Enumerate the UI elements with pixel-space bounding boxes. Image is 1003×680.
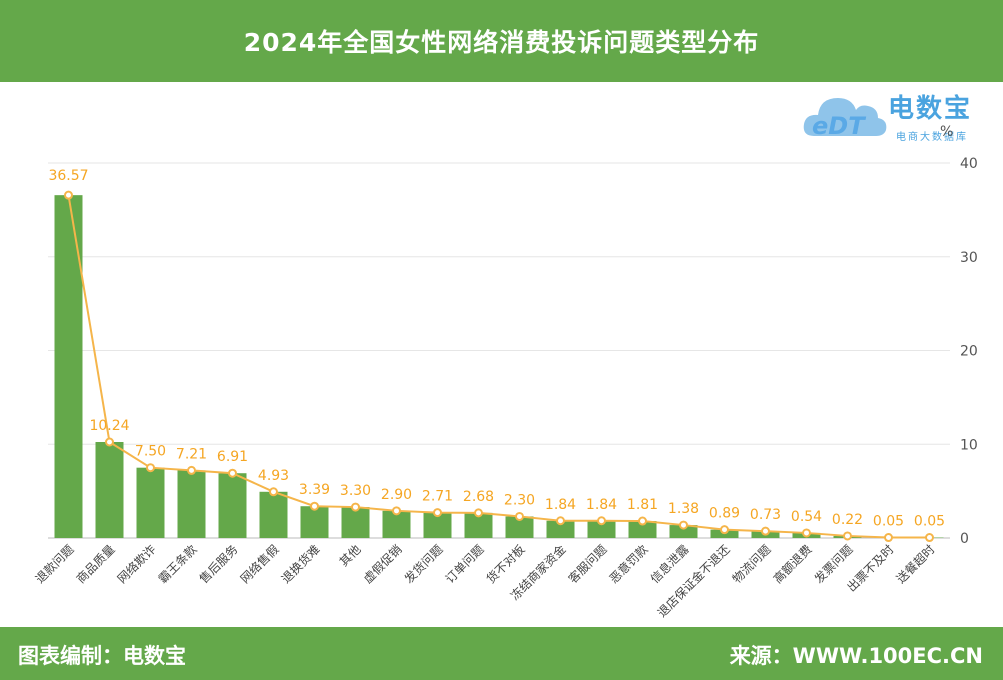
bar [136,467,165,538]
x-tick-label: 物流问题 [730,542,774,586]
data-label: 3.30 [340,483,371,499]
x-tick-label: 发货问题 [401,542,446,587]
bar [341,507,370,538]
data-label: 36.57 [48,168,88,184]
x-tick-label: 虚假促销 [361,542,405,586]
logo-subtitle: 电商大数据库 [896,132,968,143]
bar-line-chart: 36.57 10.24 7.50 7.21 6.91 4.93 3.39 3.30 2.90 2.… [33,156,978,620]
data-label: 1.84 [545,497,576,513]
x-tick-label: 网络欺诈 [114,542,159,587]
data-label: 0.05 [914,514,945,530]
bar [382,510,411,538]
bar [587,520,616,538]
line-point [392,506,401,516]
line-point [310,501,319,511]
bars [54,195,944,538]
line-point [761,526,770,536]
brand-logo: eDT 电数宝 电商大数据库 [800,84,1000,146]
y-tick-label: 20 [960,344,978,360]
data-labels: 36.57 10.24 7.50 7.21 6.91 4.93 3.39 3.30 2.90 2.… [48,168,945,529]
logo-mark: eDT [812,112,866,140]
line-point [556,516,565,526]
line-point [351,502,360,512]
x-tick-label: 退店保证金不退还 [654,542,732,620]
data-label: 6.91 [217,449,248,465]
data-label: 0.54 [791,509,822,525]
line-point [925,533,934,543]
x-tick-label: 商品质量 [73,542,118,587]
data-label: 2.68 [463,489,494,505]
line-point [105,437,114,447]
bar [505,516,534,538]
x-tick-label: 其他 [337,542,364,569]
x-tick-label: 客服问题 [565,542,610,587]
data-label: 7.50 [135,444,166,460]
line-point [638,516,647,526]
line-point [228,468,237,478]
y-axis-unit: % [940,124,954,140]
data-label: 0.89 [709,506,740,522]
line-point [64,190,73,200]
data-label: 0.73 [750,507,781,523]
data-label: 10.24 [89,418,129,434]
chart-title: 2024年全国女性网络消费投诉问题类型分布 [243,28,760,57]
trend-line [64,190,934,543]
bar [177,470,206,538]
x-tick-label: 霸王条款 [156,542,200,586]
line-point [146,463,155,473]
data-label: 7.21 [176,446,207,462]
line-point [802,528,811,538]
x-tick-label: 订单问题 [443,542,487,586]
line-point [433,508,442,518]
bar [300,506,329,538]
line-point [269,487,278,497]
y-ticks: 0 10 20 30 40 [960,156,978,547]
data-label: 2.30 [504,492,535,508]
chart-header: 2024年全国女性网络消费投诉问题类型分布 [0,0,1003,82]
data-label: 2.90 [381,487,412,503]
data-label: 1.81 [627,497,658,513]
y-tick-label: 10 [960,437,978,453]
y-tick-label: 30 [960,250,978,266]
logo-brand-name: 电数宝 [888,94,973,124]
cloud-logo-icon: eDT [803,98,887,140]
data-label: 0.05 [873,514,904,530]
footer-credit: 图表编制：电数宝 [18,644,186,668]
chart-footer: 图表编制：电数宝 来源：WWW.100EC.CN [0,627,1003,680]
line-point [884,533,893,543]
line-path [67,194,930,539]
y-tick-label: 40 [960,156,978,172]
line-point [474,508,483,518]
x-tick-label: 退款问题 [33,542,77,586]
bar [54,195,83,538]
x-tick-label: 售后服务 [196,542,241,587]
data-label: 1.38 [668,501,699,517]
data-label: 3.39 [299,482,330,498]
line-point [515,511,524,521]
line-point [597,516,606,526]
bar [546,520,575,538]
bar [628,521,657,538]
data-label: 2.71 [422,489,453,505]
x-tick-label: 恶意罚款 [606,542,651,587]
line-point [187,465,196,475]
data-label: 0.22 [832,512,863,528]
bar [218,473,247,538]
x-tick-label: 高额退费 [770,542,815,587]
line-point [679,520,688,530]
footer-source: 来源：WWW.100EC.CN [729,644,983,668]
x-tick-label: 网络售假 [237,542,282,587]
data-label: 4.93 [258,468,289,484]
x-tick-label: 送餐超时 [893,542,938,587]
bar [95,442,124,538]
bar [669,525,698,538]
x-tick-label: 退换货难 [278,542,323,587]
line-point [720,525,729,535]
line-point [843,531,852,541]
bar [259,491,288,538]
data-label: 1.84 [586,497,617,513]
y-tick-label: 0 [960,531,969,547]
